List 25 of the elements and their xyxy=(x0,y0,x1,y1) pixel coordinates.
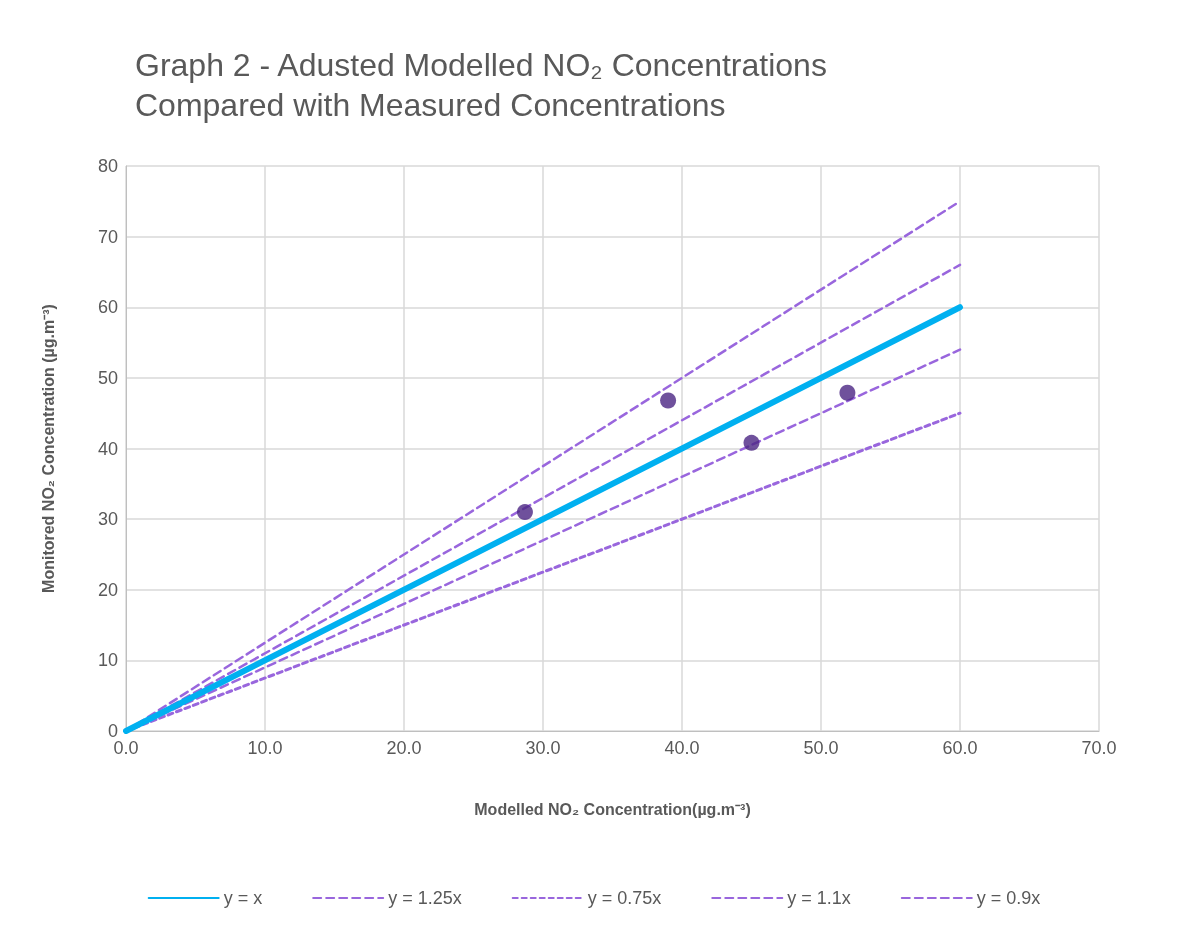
x-tick-label: 60.0 xyxy=(942,738,978,758)
legend-label: y = 0.75x xyxy=(587,888,662,908)
y-tick-label: 40 xyxy=(97,438,118,459)
x-tick-label: 40.0 xyxy=(664,738,700,758)
legend-label: y = x xyxy=(223,888,263,908)
x-axis-title: Modelled NO₂ Concentration(µg.m⁻³) xyxy=(474,800,751,818)
x-tick-label: 20.0 xyxy=(386,738,422,758)
y-tick-label: 60 xyxy=(97,297,118,318)
legend-label: y = 1.1x xyxy=(787,888,851,908)
x-tick-label: 70.0 xyxy=(1081,738,1117,758)
chart-title: Graph 2 - Adusted Modelled NO₂ Concentrations Compared with Measured Concentrations xyxy=(135,47,827,123)
x-tick-label: 10.0 xyxy=(247,738,283,758)
y-tick-label: 50 xyxy=(97,367,118,388)
x-tick-label: 0.0 xyxy=(113,738,139,758)
x-tick-label: 30.0 xyxy=(525,738,561,758)
x-tick-label: 50.0 xyxy=(803,738,839,758)
y-tick-label: 0 xyxy=(107,721,118,741)
y-tick-label: 30 xyxy=(97,509,118,530)
legend-label: y = 0.9x xyxy=(976,888,1041,908)
legend-label: y = 1.25x xyxy=(388,888,462,908)
y-tick-label: 10 xyxy=(97,650,118,671)
y-tick-label: 70 xyxy=(97,226,118,247)
y-tick-label: 80 xyxy=(97,156,118,176)
y-axis-title: Monitored NO₂ Concentration (µg.m⁻³) xyxy=(39,304,57,593)
y-tick-label: 20 xyxy=(97,579,118,600)
